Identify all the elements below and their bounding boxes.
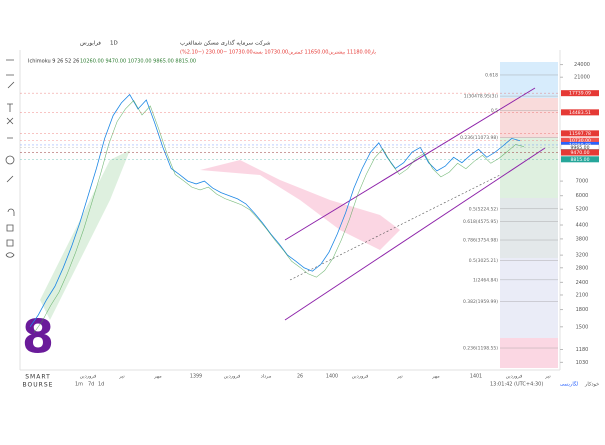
time-label: فروردین bbox=[506, 375, 523, 380]
price-tick-label: 2400 bbox=[576, 280, 589, 286]
logo-text: SMART bbox=[25, 374, 51, 381]
left-toolbar[interactable] bbox=[5, 59, 15, 258]
range-button[interactable]: 7d bbox=[88, 382, 94, 388]
price-tick-label: 1800 bbox=[576, 307, 589, 313]
price-badge bbox=[561, 109, 599, 116]
indicator: Ichimoku 9 26 52 26 bbox=[28, 59, 79, 65]
fib-label: 0.5(5224.52) bbox=[469, 206, 499, 212]
price-badge bbox=[561, 156, 599, 163]
price-badge-label: 8815.00 bbox=[571, 157, 590, 163]
price-tick-label: 24000 bbox=[574, 62, 590, 68]
interval: 1D bbox=[110, 41, 118, 47]
price-badge-label: 9470.00 bbox=[571, 150, 590, 156]
log-toggle[interactable]: لگاریتمی bbox=[560, 381, 579, 388]
price-badge-label: 17739.09 bbox=[569, 91, 591, 97]
logo-mark: 8 bbox=[22, 310, 54, 364]
price-badge bbox=[561, 149, 599, 156]
time-label: فروردین bbox=[352, 375, 369, 380]
price-tick-label: 1030 bbox=[576, 360, 589, 366]
time-label: تیر bbox=[544, 375, 551, 380]
range-button[interactable]: 1d bbox=[98, 382, 104, 388]
ichimoku-cloud bbox=[40, 150, 130, 320]
price-badge-label: 11597.78 bbox=[569, 131, 591, 137]
symbol: شرکت سرمایه گذاری مسکن شمالغرب bbox=[180, 40, 271, 47]
time-label: 26 bbox=[297, 374, 303, 380]
exchange: فرابورس bbox=[80, 41, 101, 47]
ichimoku-cloud bbox=[200, 160, 400, 250]
fib-label: 1(2464.84) bbox=[473, 277, 498, 283]
price-tick-label: 1500 bbox=[576, 324, 589, 330]
logo-text: BOURSE bbox=[23, 382, 54, 389]
fib-label: 0.786(3754.98) bbox=[463, 238, 498, 244]
price-line-shadow bbox=[33, 100, 525, 333]
price-tick-label: 7000 bbox=[576, 179, 589, 185]
channel-line bbox=[284, 87, 536, 241]
time-label: فروردین bbox=[224, 375, 241, 380]
price-tick-label: 2100 bbox=[576, 292, 589, 298]
time-label: 1401 bbox=[470, 374, 482, 380]
fib-label: 0.618(4575.95) bbox=[463, 219, 498, 225]
time-label: مهر bbox=[153, 375, 162, 380]
fib-label: 0.5(3025.21) bbox=[469, 258, 499, 264]
fib-label: 0.382(1959.99) bbox=[463, 299, 498, 305]
trend-line bbox=[289, 174, 501, 281]
price-tick-label: 5200 bbox=[576, 207, 589, 213]
time-label: مرداد bbox=[261, 374, 272, 380]
logo: 8 SMART BOURSE bbox=[22, 310, 54, 389]
range-button[interactable]: 1m bbox=[75, 382, 83, 388]
fib-label: 1(30478.95(3)) bbox=[464, 94, 498, 100]
time-label: تیر bbox=[118, 375, 125, 380]
fib-label: 0.236(1198.55) bbox=[463, 346, 498, 352]
price-tick-label: 3200 bbox=[576, 253, 589, 259]
price-tick-label: 21000 bbox=[574, 75, 590, 81]
price-badge bbox=[561, 137, 599, 144]
price-badge bbox=[561, 90, 599, 97]
channel-line bbox=[284, 147, 546, 321]
time-label: مهر bbox=[431, 375, 440, 380]
ohlc: باز11180.00 بیشترین11650.00 کمترین10730.… bbox=[180, 50, 376, 56]
price-line bbox=[29, 93, 521, 328]
price-tick-label: 1180 bbox=[576, 347, 589, 353]
indicator-values: 10260.00 9470.00 10730.00 9865.00 8815.0… bbox=[80, 59, 196, 65]
price-badge-label: 10730.00 bbox=[569, 138, 591, 144]
time-label: 1399 bbox=[190, 374, 202, 380]
auto-toggle[interactable]: خودکار bbox=[584, 382, 599, 388]
time-label: فروردین bbox=[80, 375, 97, 380]
price-badge-label: 9965.00 bbox=[571, 145, 590, 151]
fib-zones bbox=[500, 62, 558, 368]
price-badge bbox=[561, 130, 599, 137]
price-tick-label: 2800 bbox=[576, 265, 589, 271]
fib-label: 0.5 bbox=[491, 108, 498, 114]
price-tick-label: 3800 bbox=[576, 236, 589, 242]
fib-label: 0.236(11073.98) bbox=[460, 135, 498, 141]
price-badge-label: 14483.51 bbox=[569, 110, 591, 116]
time-label: تیر bbox=[396, 375, 403, 380]
price-tick-label: 4400 bbox=[576, 223, 589, 229]
clock: 13:01:42 (UTC+4:30) bbox=[490, 382, 543, 388]
fib-label: 0.618 bbox=[485, 72, 498, 78]
price-tick-label: 6000 bbox=[576, 193, 589, 199]
time-label: 1400 bbox=[326, 374, 338, 380]
